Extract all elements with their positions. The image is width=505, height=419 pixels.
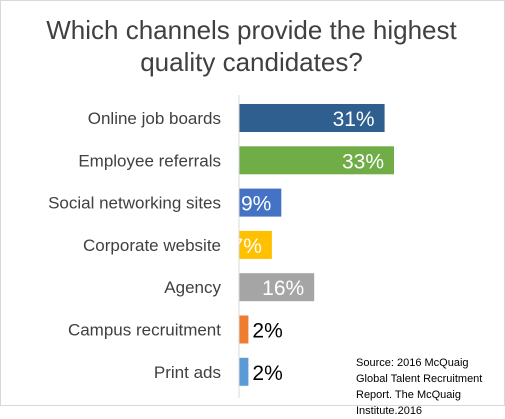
bar-online-job-boards [239, 104, 385, 132]
category-label: Online job boards [88, 109, 221, 128]
bar-agency [239, 273, 315, 302]
bar-print-ads [239, 357, 249, 386]
bar-social-networking-sites [239, 188, 282, 217]
category-label: Campus recruitment [68, 321, 221, 340]
category-label: Employee referrals [78, 151, 221, 170]
bar-campus-recruitment [239, 315, 249, 344]
chart-title: Which channels provide the highest quali… [46, 15, 457, 77]
source-note: Source: 2016 McQuaig Global Talent Recru… [356, 357, 483, 417]
bar-corporate-website [239, 230, 272, 259]
value-label: 7% [232, 235, 262, 258]
category-label: Agency [164, 278, 221, 297]
category-label: Corporate website [83, 236, 221, 255]
value-label: 9% [241, 193, 271, 216]
bar-chart: Online job boards 31% Employee referrals 33… [48, 95, 394, 398]
value-label: 2% [252, 362, 282, 385]
bar-employee-referrals [239, 146, 394, 175]
value-label: 33% [342, 150, 384, 173]
value-label: 31% [333, 108, 375, 131]
bars-layer: Online job boards 31% Employee referrals 33… [48, 104, 394, 386]
category-label: Social networking sites [48, 194, 221, 213]
value-label: 2% [252, 320, 282, 343]
value-label: 16% [262, 277, 304, 300]
category-label: Print ads [154, 363, 221, 382]
